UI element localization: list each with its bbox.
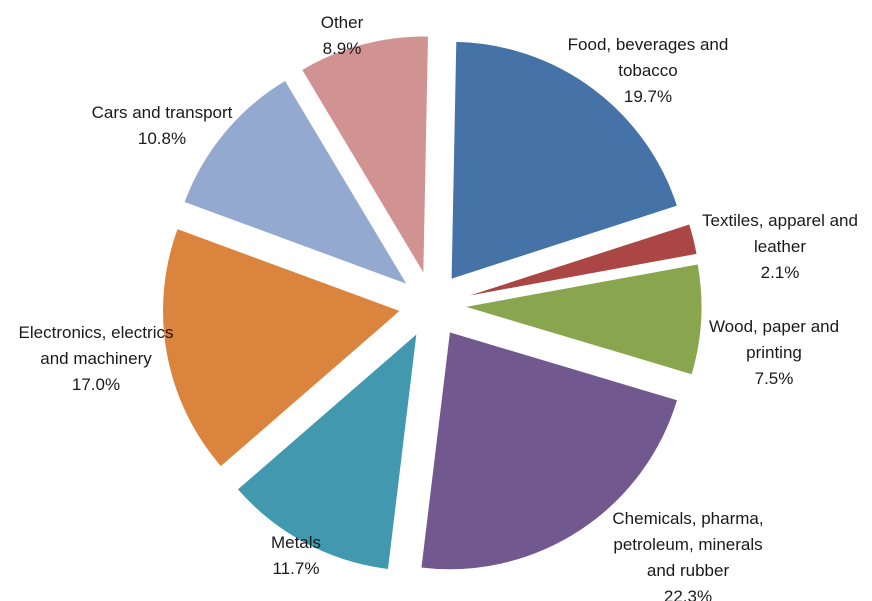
pie-slice-other [300, 35, 430, 276]
slice-labels: Food, beverages and tobacco 19.7% Textiles,… [19, 13, 858, 601]
slice-label-metals: Metals 11.7% [271, 533, 321, 578]
slice-name-line-textiles: leather [754, 237, 806, 256]
slice-label-electronics: Electronics, electrics and machinery 17.0% [19, 323, 174, 394]
slice-name-line-other: Other [321, 13, 364, 32]
slice-value-cars: 10.8% [138, 129, 186, 148]
pie-slice-textiles [462, 223, 698, 298]
pie-slices [162, 35, 703, 571]
slice-value-chemicals: 22.3% [664, 587, 712, 601]
slice-value-other: 8.9% [323, 39, 362, 58]
slice-name-line-textiles: Textiles, apparel and [702, 211, 858, 230]
pie-slice-metals [236, 332, 418, 571]
slice-name-line-wood: Wood, paper and [709, 317, 839, 336]
slice-label-cars: Cars and transport 10.8% [92, 103, 233, 148]
slice-label-chemicals: Chemicals, pharma, petroleum, minerals and… [612, 509, 763, 601]
slice-label-wood: Wood, paper and printing 7.5% [709, 317, 839, 388]
pie-slice-chemicals [420, 331, 679, 571]
slice-name-line-chemicals: and rubber [647, 561, 730, 580]
slice-name-line-electronics: Electronics, electrics [19, 323, 174, 342]
pie-slice-wood [463, 263, 703, 376]
slice-label-other: Other 8.9% [321, 13, 364, 58]
pie-slice-electronics [162, 227, 402, 468]
slice-value-electronics: 17.0% [72, 375, 120, 394]
slice-label-textiles: Textiles, apparel and leather 2.1% [702, 211, 858, 282]
pie-slice-food [450, 40, 679, 280]
slice-name-line-electronics: and machinery [40, 349, 152, 368]
slice-value-food: 19.7% [624, 87, 672, 106]
slice-name-line-food: tobacco [618, 61, 678, 80]
slice-value-metals: 11.7% [273, 559, 320, 578]
slice-name-line-food: Food, beverages and [568, 35, 729, 54]
pie-slice-cars [183, 79, 409, 286]
slice-name-line-cars: Cars and transport [92, 103, 233, 122]
slice-name-line-metals: Metals [271, 533, 321, 552]
slice-value-wood: 7.5% [755, 369, 794, 388]
slice-name-line-chemicals: petroleum, minerals [613, 535, 762, 554]
slice-value-textiles: 2.1% [761, 263, 800, 282]
slice-name-line-wood: printing [746, 343, 802, 362]
slice-name-line-chemicals: Chemicals, pharma, [612, 509, 763, 528]
slice-label-food: Food, beverages and tobacco 19.7% [568, 35, 729, 106]
